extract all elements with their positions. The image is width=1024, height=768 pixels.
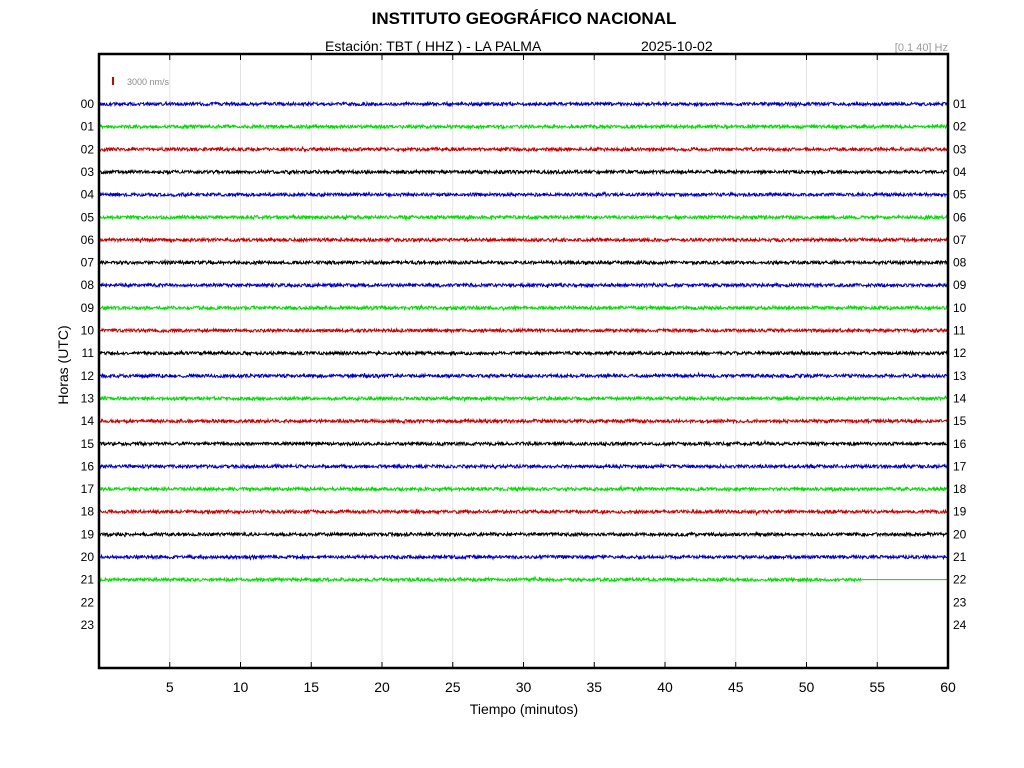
trace-hour-05: [99, 213, 949, 222]
hour-label-left: 08: [81, 278, 95, 292]
hour-label-left: 23: [81, 618, 95, 632]
hour-label-right: 17: [953, 459, 967, 473]
hour-label-right: 15: [953, 414, 967, 428]
hour-label-left: 13: [81, 391, 95, 405]
trace-hour-01: [99, 123, 949, 131]
hour-label-right: 14: [953, 391, 967, 405]
hour-label-right: 21: [953, 550, 967, 564]
trace-hour-10: [99, 326, 949, 335]
hour-label-left: 17: [81, 482, 95, 496]
chart-title: INSTITUTO GEOGRÁFICO NACIONAL: [371, 9, 677, 28]
hour-label-left: 21: [81, 573, 95, 587]
x-tick-label: 15: [303, 679, 319, 695]
trace-hour-19: [99, 530, 949, 539]
hour-label-right: 03: [953, 142, 967, 156]
trace-hour-09: [99, 303, 949, 312]
hour-label-left: 10: [81, 324, 95, 338]
x-tick-label: 10: [233, 679, 249, 695]
hour-label-left: 00: [81, 97, 95, 111]
hour-label-left: 09: [81, 301, 95, 315]
hour-label-right: 11: [953, 324, 966, 338]
hour-label-left: 04: [81, 188, 95, 202]
x-tick-label: 25: [445, 679, 461, 695]
hour-label-left: 06: [81, 233, 95, 247]
hour-label-left: 18: [81, 505, 95, 519]
x-tick-label: 55: [869, 679, 885, 695]
hour-label-left: 15: [81, 437, 95, 451]
hour-label-right: 02: [953, 120, 967, 134]
y-axis-label: Horas (UTC): [55, 325, 71, 404]
x-tick-label: 45: [728, 679, 744, 695]
trace-hour-18: [99, 508, 949, 517]
station-label: Estación: TBT ( HHZ ) - LA PALMA: [325, 38, 542, 54]
trace-hour-16: [99, 462, 949, 470]
trace-hour-08: [99, 281, 949, 289]
x-tick-label: 30: [516, 679, 532, 695]
hour-label-right: 13: [953, 369, 967, 383]
trace-hour-12: [99, 371, 949, 380]
hour-label-right: 07: [953, 233, 967, 247]
date-label: 2025-10-02: [641, 38, 713, 54]
trace-hour-13: [99, 394, 949, 403]
hour-label-left: 16: [81, 459, 95, 473]
hour-label-left: 01: [81, 120, 95, 134]
hour-label-right: 23: [953, 595, 967, 609]
hour-label-right: 06: [953, 210, 967, 224]
x-tick-label: 20: [374, 679, 390, 695]
trace-hour-14: [99, 417, 949, 425]
x-tick-label: 5: [166, 679, 174, 695]
scale-bar: [112, 77, 114, 85]
hour-label-right: 19: [953, 505, 967, 519]
hour-label-right: 20: [953, 527, 967, 541]
tick-layer: [169, 54, 949, 668]
hour-label-right: 09: [953, 278, 967, 292]
grid-layer: [169, 54, 878, 668]
trace-hour-17: [99, 484, 949, 493]
hour-label-right: 16: [953, 437, 967, 451]
hour-label-right: 18: [953, 482, 967, 496]
label-layer: 5 10 15 20 25 30 35 40 45 50 55 60 00 01 02 03 04 05 06 07 0…: [81, 97, 967, 695]
hour-label-right: 05: [953, 188, 967, 202]
hour-label-right: 24: [953, 618, 967, 632]
hour-label-left: 12: [81, 369, 95, 383]
trace-hour-07: [99, 258, 949, 267]
hour-label-left: 20: [81, 550, 95, 564]
hour-label-left: 19: [81, 527, 95, 541]
trace-hour-20: [99, 553, 949, 561]
trace-hour-06: [99, 236, 949, 244]
hour-label-left: 07: [81, 256, 95, 270]
hour-label-left: 22: [81, 595, 95, 609]
trace-hour-21: [99, 575, 862, 584]
x-tick-label: 40: [657, 679, 673, 695]
x-tick-label: 60: [940, 679, 956, 695]
trace-hour-15: [99, 439, 949, 448]
trace-hour-02: [99, 145, 949, 153]
trace-layer: [99, 100, 949, 584]
hour-label-left: 14: [81, 414, 95, 428]
trace-hour-11: [99, 348, 949, 357]
hour-label-right: 04: [953, 165, 967, 179]
hour-label-left: 03: [81, 165, 95, 179]
scale-label: 3000 nm/s: [127, 77, 170, 87]
hour-label-right: 22: [953, 573, 967, 587]
filter-band-label: [0.1 40] Hz: [894, 42, 948, 54]
x-tick-label: 50: [799, 679, 815, 695]
hour-label-right: 10: [953, 301, 967, 315]
trace-hour-00: [99, 100, 949, 109]
hour-label-right: 08: [953, 256, 967, 270]
hour-label-right: 01: [953, 97, 967, 111]
x-axis-label: Tiempo (minutos): [470, 701, 578, 717]
trace-hour-04: [99, 191, 949, 199]
trace-hour-03: [99, 168, 949, 177]
hour-label-left: 05: [81, 210, 95, 224]
hour-label-right: 12: [953, 346, 967, 360]
hour-label-left: 02: [81, 142, 95, 156]
hour-label-left: 11: [82, 346, 95, 360]
x-tick-label: 35: [586, 679, 602, 695]
